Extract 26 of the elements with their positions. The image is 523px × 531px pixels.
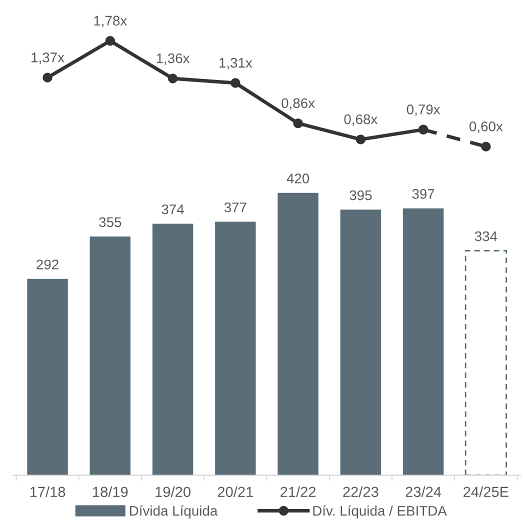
x-tick-label: 22/23 <box>343 486 378 498</box>
x-tick-label: 17/18 <box>30 486 66 498</box>
data-label: 355 <box>99 217 122 228</box>
data-label: 0,86x <box>282 98 315 110</box>
x-tick-label: 21/22 <box>280 486 316 498</box>
data-label: 1,31x <box>219 58 252 70</box>
x-tick-label: 18/19 <box>93 486 128 498</box>
data-label: 395 <box>350 190 372 200</box>
data-label: 0,60x <box>469 122 503 134</box>
data-label: 1,36x <box>156 53 190 65</box>
x-tick-label: 23/24 <box>406 486 442 498</box>
legend-label: Dív. Líquida / EBITDA <box>313 505 447 518</box>
legend-label: Dívida Líquida <box>130 505 218 518</box>
x-tick-label: 24/25E <box>464 486 508 498</box>
data-label: 420 <box>286 174 310 184</box>
x-tick-label: 19/20 <box>156 486 190 498</box>
data-label: 1,37x <box>32 52 64 64</box>
data-label: 1,78x <box>94 16 127 28</box>
data-label: 334 <box>474 231 498 242</box>
data-label: 397 <box>412 189 434 199</box>
x-tick-label: 20/21 <box>218 486 253 498</box>
data-label: 292 <box>36 260 58 270</box>
data-label: 0,68x <box>344 114 378 126</box>
data-label: 377 <box>224 202 246 212</box>
data-label: 374 <box>162 204 184 214</box>
data-label: 0,79x <box>406 104 440 116</box>
